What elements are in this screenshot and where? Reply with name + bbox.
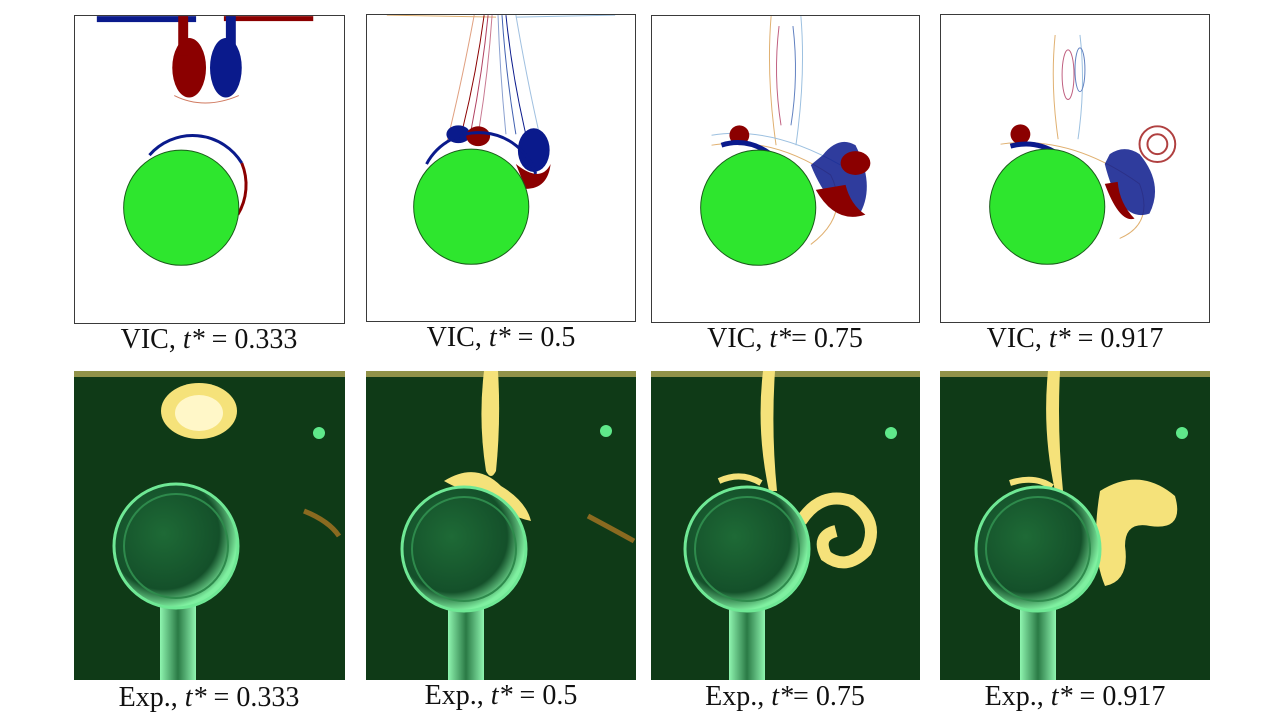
exp-photo-1	[74, 371, 345, 680]
vic-caption-3: VIC, t*= 0.75	[707, 323, 863, 354]
exp-caption-1: Exp., t* = 0.333	[118, 682, 300, 713]
exp-photo-2	[366, 371, 636, 680]
vic-panel-3	[651, 15, 920, 323]
exp-photo-3	[651, 371, 920, 680]
vic-caption-4: VIC, t* = 0.917	[986, 323, 1164, 354]
experiment-image-4	[940, 371, 1210, 680]
vorticity-plot-4	[989, 34, 1177, 265]
exp-photo-4	[940, 371, 1210, 680]
cylinder-1	[123, 149, 240, 266]
cylinder-2	[413, 148, 530, 265]
exp-caption-3: Exp., t*= 0.75	[705, 681, 865, 712]
cylinder-4	[989, 148, 1106, 265]
exp-caption-2: Exp., t* = 0.5	[424, 680, 578, 711]
vorticity-plot-2	[386, 15, 616, 265]
exp-caption-4: Exp., t* = 0.917	[984, 681, 1166, 712]
vic-panel-2	[366, 14, 636, 322]
experiment-image-2	[366, 371, 636, 680]
vic-panel-4	[940, 14, 1210, 323]
experiment-image-1	[74, 371, 345, 680]
experiment-image-3	[651, 371, 920, 680]
cylinder-3	[700, 149, 817, 266]
vic-caption-2: VIC, t* = 0.5	[426, 322, 576, 353]
vic-caption-1: VIC, t* = 0.333	[120, 324, 298, 355]
vorticity-plot-3	[700, 16, 871, 266]
vorticity-plot-1	[96, 16, 314, 266]
vic-panel-1	[74, 15, 345, 324]
